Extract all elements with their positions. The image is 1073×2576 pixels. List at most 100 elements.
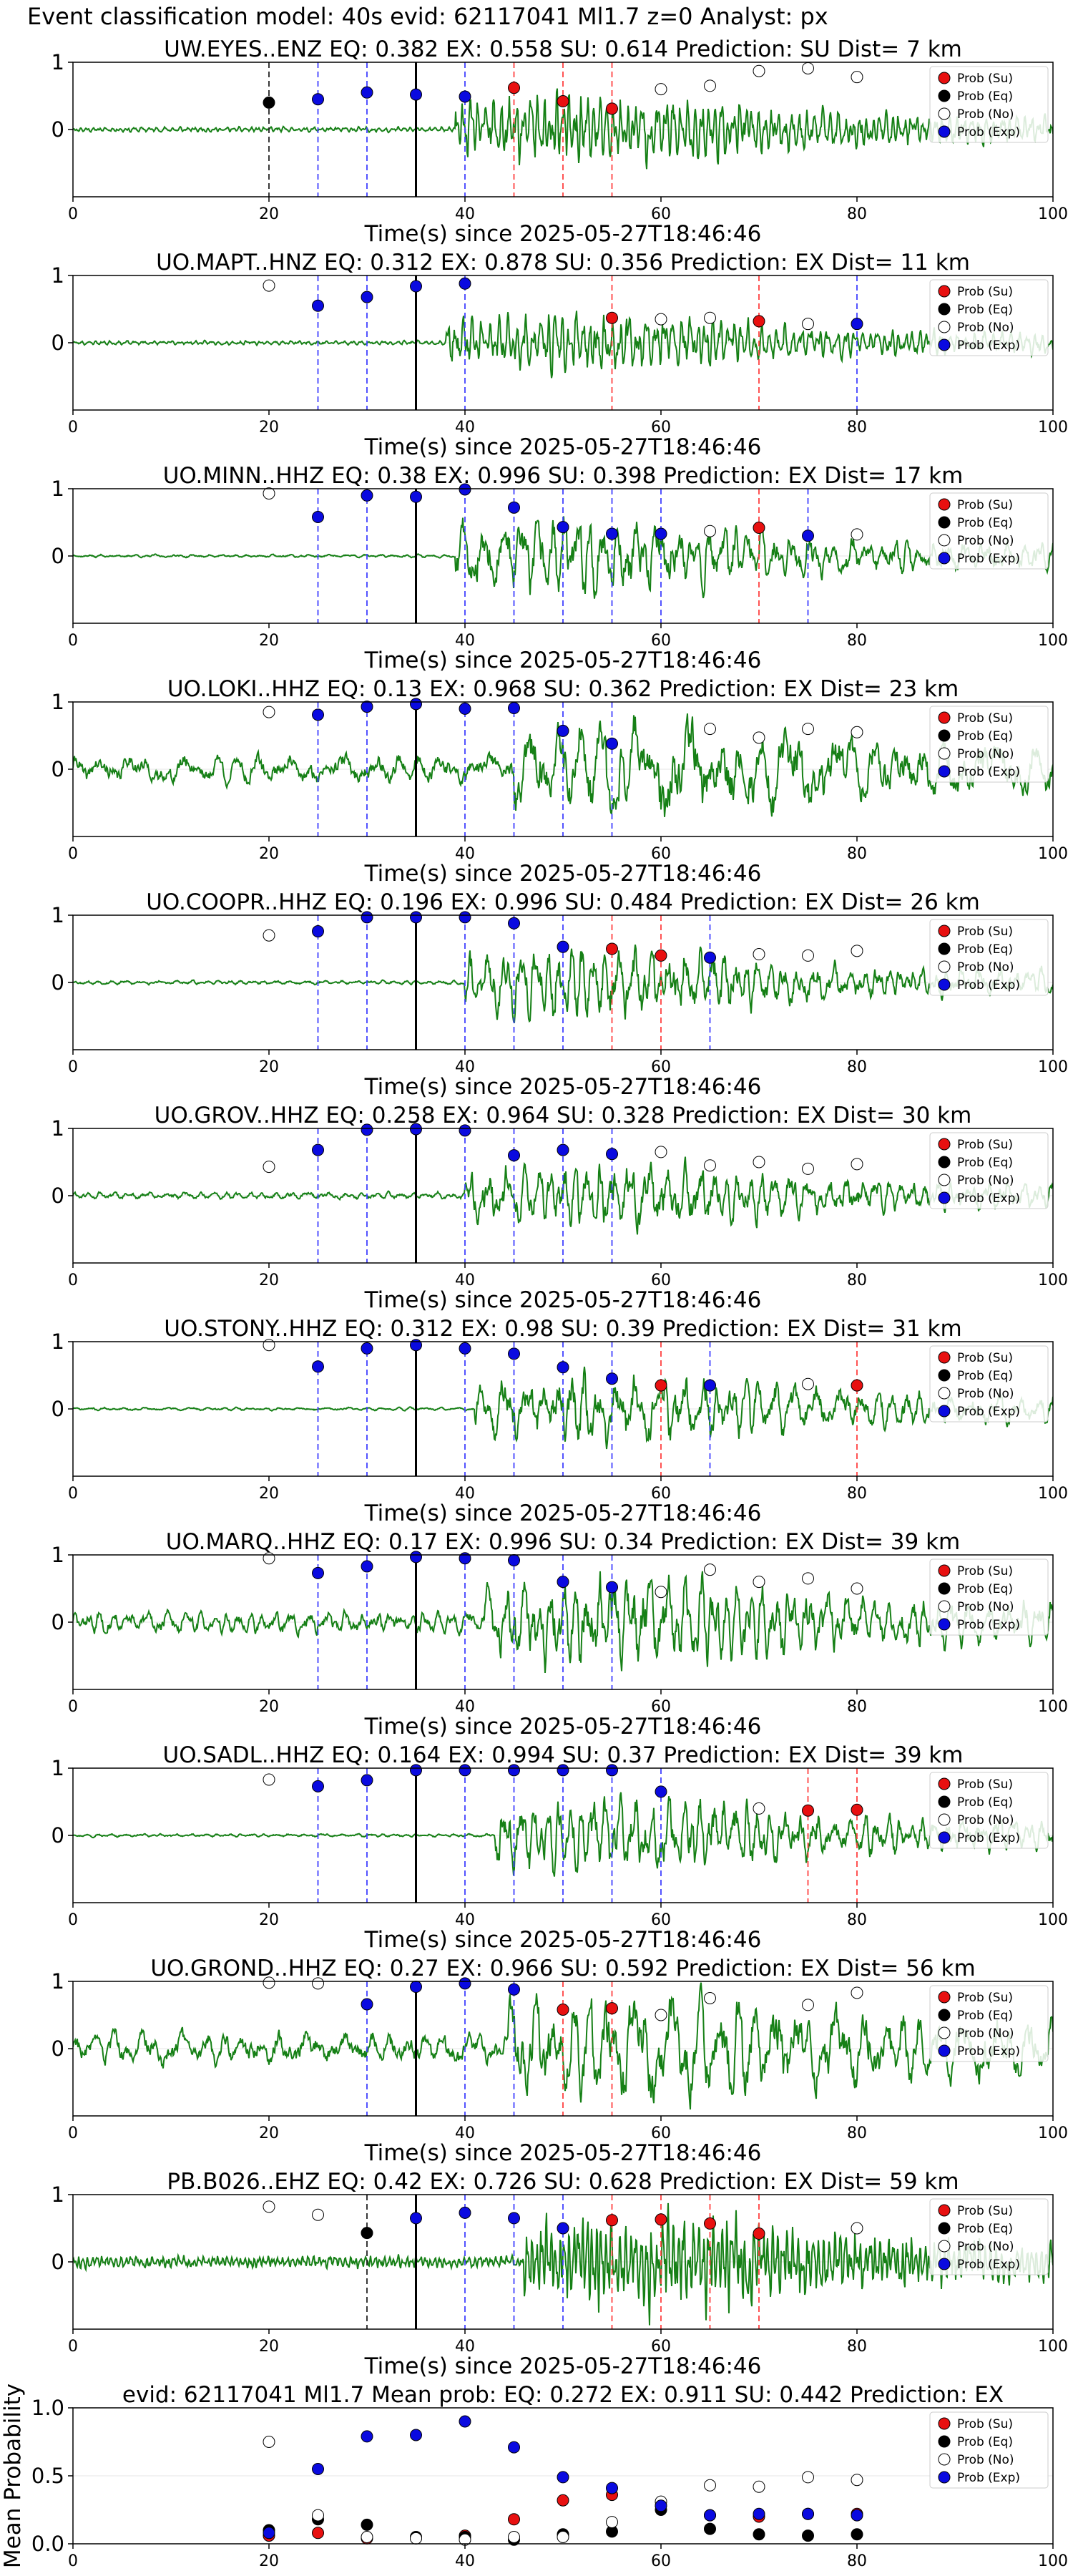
legend-marker-no <box>938 960 951 973</box>
x-tick-label: 20 <box>259 2338 279 2356</box>
x-axis-label: Time(s) since 2025-05-27T18:46:46 <box>364 1074 762 1100</box>
prob-no-point <box>802 2471 814 2484</box>
prob-no-point <box>508 2531 520 2543</box>
prob-su-point <box>508 2513 520 2526</box>
legend-marker-no <box>938 321 951 333</box>
legend-marker-exp <box>938 765 951 778</box>
legend-label: Prob (Exp) <box>957 125 1020 140</box>
x-tick-label: 80 <box>847 2552 867 2570</box>
prob-no-point <box>704 311 716 324</box>
x-tick-label: 80 <box>847 205 867 223</box>
legend-label: Prob (Eq) <box>957 1795 1013 1810</box>
legend-marker-no <box>938 747 951 760</box>
x-tick-label: 0 <box>68 1272 78 1289</box>
x-tick-label: 100 <box>1038 1272 1068 1289</box>
prob-exp-point <box>410 698 422 711</box>
prob-exp-point <box>508 701 520 714</box>
panel-title: UO.MAPT..HNZ EQ: 0.312 EX: 0.878 SU: 0.3… <box>156 250 970 275</box>
legend-marker-su <box>938 1991 951 2004</box>
prob-su-point <box>557 95 569 108</box>
y-tick-label: 0 <box>52 117 64 142</box>
x-axis-label: Time(s) since 2025-05-27T18:46:46 <box>364 2353 762 2379</box>
legend-label: Prob (Eq) <box>957 2222 1013 2236</box>
x-tick-label: 0 <box>68 419 78 436</box>
legend-marker-eq <box>938 1369 951 1382</box>
y-tick-label: 0 <box>52 331 64 355</box>
legend-label: Prob (Exp) <box>957 2471 1020 2485</box>
y-tick-label: 1 <box>52 903 64 927</box>
prob-exp-point <box>312 93 324 106</box>
x-tick-label: 100 <box>1038 632 1068 650</box>
prob-su-point <box>851 1379 863 1392</box>
prob-no-point <box>410 2532 422 2545</box>
prob-no-point <box>655 1586 667 1599</box>
prob-exp-point <box>753 2507 765 2520</box>
x-axis-label: Time(s) since 2025-05-27T18:46:46 <box>364 1714 762 1740</box>
prob-su-point <box>606 2002 618 2015</box>
panel-4: UO.COOPR..HHZ EQ: 0.196 EX: 0.996 SU: 0.… <box>52 889 1068 1100</box>
prob-exp-point <box>410 1339 422 1352</box>
legend-label: Prob (Exp) <box>957 765 1020 779</box>
legend-marker-eq <box>938 516 951 529</box>
legend-marker-no <box>938 2026 951 2039</box>
x-tick-label: 40 <box>455 1485 475 1503</box>
legend-marker-exp <box>938 2471 951 2484</box>
prob-exp-point <box>410 1551 422 1563</box>
prob-no-point <box>753 948 765 961</box>
prob-no-point <box>704 723 716 736</box>
prob-no-point <box>655 2009 667 2021</box>
legend-marker-su <box>938 1138 951 1151</box>
panel-title: UO.MINN..HHZ EQ: 0.38 EX: 0.996 SU: 0.39… <box>163 463 964 489</box>
prob-su-point <box>606 102 618 115</box>
x-tick-label: 20 <box>259 205 279 223</box>
prob-exp-point <box>802 2507 814 2520</box>
prob-exp-point <box>312 1143 324 1156</box>
y-tick-label: 0.5 <box>31 2464 64 2488</box>
prob-exp-point <box>459 483 471 496</box>
legend-label: Prob (No) <box>957 1174 1014 1188</box>
y-tick-label: 1 <box>52 1116 64 1141</box>
legend-marker-exp <box>938 1618 951 1631</box>
prob-no-point <box>851 1582 863 1595</box>
prob-exp-point <box>557 1361 569 1374</box>
legend-label: Prob (No) <box>957 1813 1014 1828</box>
x-tick-label: 100 <box>1038 205 1068 223</box>
prob-exp-point <box>410 2212 422 2225</box>
x-tick-label: 0 <box>68 632 78 650</box>
prob-su-point <box>655 1379 667 1392</box>
prob-exp-point <box>312 1566 324 1579</box>
prob-eq-point <box>263 96 275 109</box>
legend-marker-eq <box>938 2222 951 2235</box>
x-tick-label: 40 <box>455 205 475 223</box>
prob-exp-point <box>312 925 324 938</box>
x-axis-label: Time(s) since 2025-05-27T18:46:46 <box>364 2140 762 2166</box>
legend-label: Prob (Eq) <box>957 1582 1013 1596</box>
x-tick-label: 100 <box>1038 1698 1068 1716</box>
waveform-trace <box>73 713 1053 817</box>
prob-no-point <box>753 1802 765 1815</box>
legend-box <box>929 919 1049 996</box>
y-tick-label: 1 <box>52 50 64 74</box>
x-tick-label: 20 <box>259 845 279 863</box>
x-tick-label: 20 <box>259 1272 279 1289</box>
x-tick-label: 40 <box>455 845 475 863</box>
prob-exp-point <box>361 1560 373 1573</box>
prob-exp-point <box>557 1764 569 1777</box>
x-tick-label: 20 <box>259 1911 279 1929</box>
x-axis-label: Time(s) since 2025-05-27T18:46:46 <box>364 434 762 460</box>
prob-exp-point <box>459 277 471 290</box>
x-tick-label: 100 <box>1038 2552 1068 2570</box>
prob-no-point <box>655 313 667 326</box>
waveform-trace <box>73 311 1053 379</box>
prob-su-point <box>655 2213 667 2226</box>
legend-label: Prob (No) <box>957 1600 1014 1614</box>
prob-eq-point <box>704 2522 716 2535</box>
legend-box <box>929 1132 1049 1209</box>
prob-exp-point <box>508 1554 520 1567</box>
y-tick-label: 1 <box>52 690 64 714</box>
legend-label: Prob (Exp) <box>957 338 1020 353</box>
legend-box <box>929 1985 1049 2062</box>
prob-exp-point <box>459 1977 471 1990</box>
prob-no-point <box>704 525 716 537</box>
x-tick-label: 60 <box>651 1698 671 1716</box>
